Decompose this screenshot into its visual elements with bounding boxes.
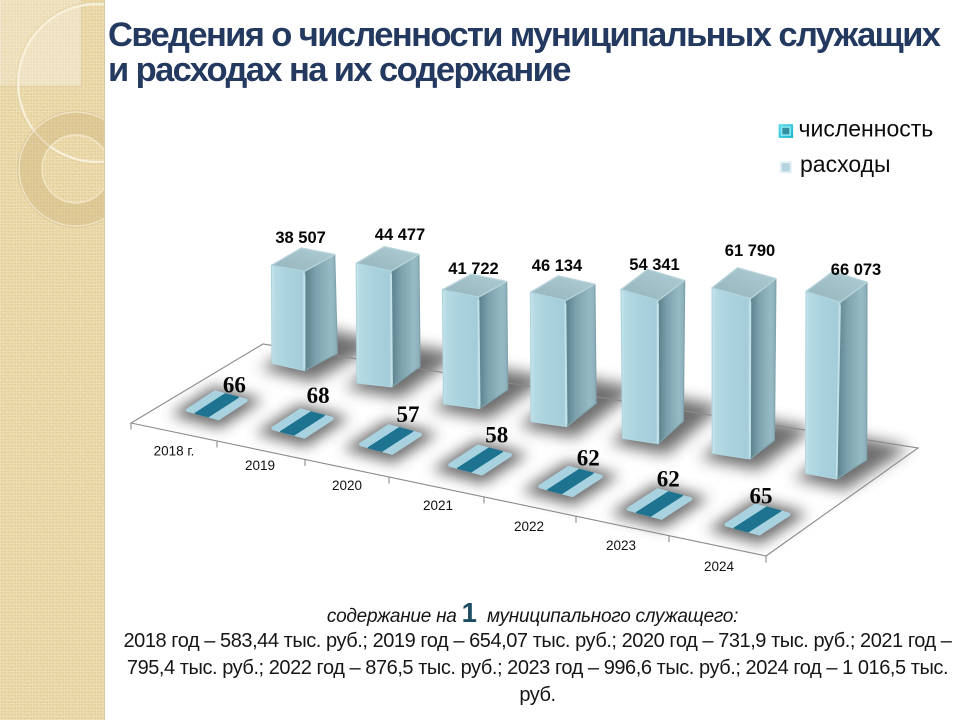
svg-text:2023: 2023	[606, 538, 636, 553]
svg-text:68: 68	[307, 383, 330, 408]
svg-text:65: 65	[750, 483, 773, 508]
svg-text:2022: 2022	[514, 519, 544, 534]
svg-text:2021: 2021	[423, 498, 453, 513]
svg-text:2018 г.: 2018 г.	[154, 444, 195, 459]
svg-text:58: 58	[485, 422, 508, 447]
svg-text:62: 62	[657, 467, 680, 492]
svg-text:66 073: 66 073	[831, 261, 881, 279]
svg-text:62: 62	[577, 446, 600, 471]
svg-text:численность: численность	[799, 116, 934, 142]
svg-text:2019: 2019	[245, 458, 275, 473]
svg-text:54 341: 54 341	[629, 256, 679, 274]
svg-text:2020: 2020	[332, 478, 362, 493]
svg-text:57: 57	[397, 402, 420, 427]
svg-text:расходы: расходы	[800, 151, 891, 177]
svg-text:2024: 2024	[704, 559, 735, 574]
svg-text:66: 66	[223, 373, 246, 398]
svg-text:38 507: 38 507	[275, 229, 325, 247]
svg-text:41 722: 41 722	[448, 260, 498, 278]
svg-text:46 134: 46 134	[532, 257, 583, 275]
svg-text:44 477: 44 477	[375, 226, 425, 244]
svg-text:61 790: 61 790	[725, 242, 775, 260]
